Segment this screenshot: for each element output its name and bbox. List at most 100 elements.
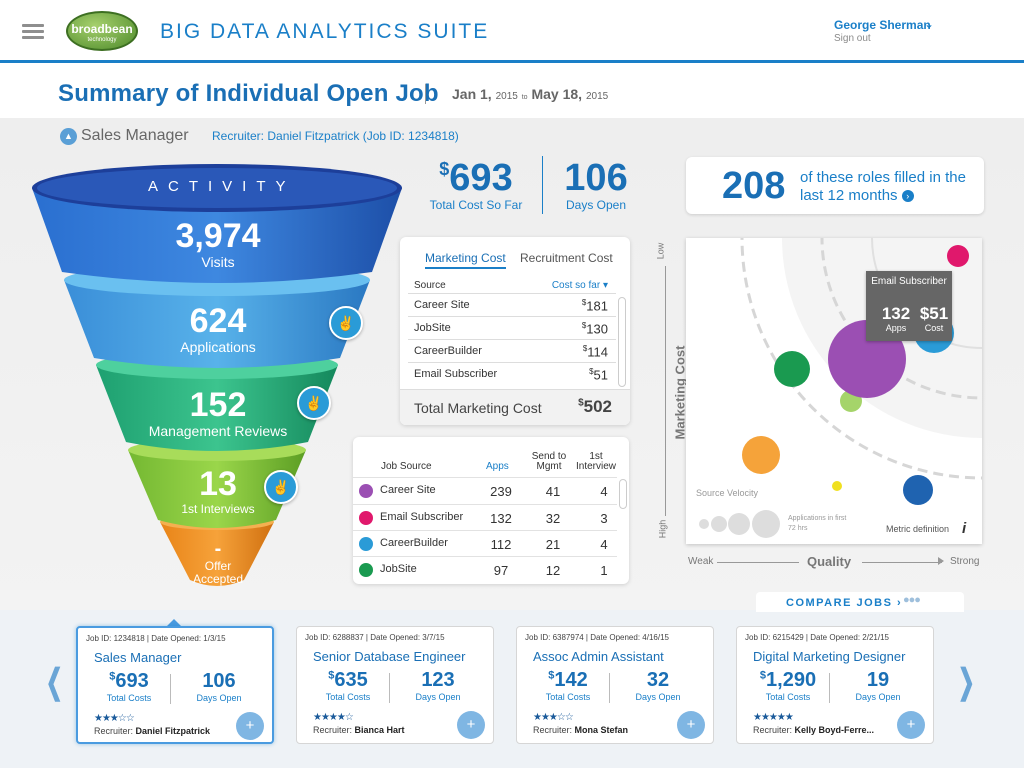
metric-definition-link[interactable]: Metric definition	[886, 524, 950, 534]
x-axis-arrow-icon	[938, 557, 944, 565]
source-row[interactable]: Email Subscriber 132 32 3	[353, 504, 617, 530]
date-range[interactable]: Jan 1, 2015 to May 18, 2015	[452, 86, 609, 102]
x-axis-label: Quality	[807, 554, 852, 569]
source-color-dot	[359, 537, 373, 551]
job-title[interactable]: Sales Manager	[94, 650, 182, 665]
x-axis-line	[862, 562, 942, 563]
source-color-dot	[359, 563, 373, 577]
add-user-icon[interactable]: +	[236, 712, 264, 740]
source-row[interactable]: Career Site 239 41 4	[353, 477, 617, 503]
hamburger-menu-icon[interactable]	[22, 24, 44, 40]
rating-stars: ★★★☆☆	[533, 712, 574, 723]
job-card-selected[interactable]: Job ID: 1234818 | Date Opened: 1/3/15 Sa…	[76, 626, 274, 744]
broadbean-logo: broadbean technology	[66, 11, 138, 51]
legend-source-velocity: Source Velocity	[696, 488, 759, 498]
job-source-card: Job Source Apps Send to Mgmt 1st Intervi…	[353, 437, 629, 584]
info-icon[interactable]: i	[962, 520, 967, 537]
rating-stars: ★★★★★	[753, 712, 794, 723]
header-divider	[0, 60, 1024, 63]
cost-row[interactable]: CareerBuilder $114	[408, 339, 616, 362]
cost-col-source: Source	[414, 280, 446, 291]
handshake-icon[interactable]: ✌	[264, 470, 298, 504]
y-axis-line	[665, 266, 666, 516]
x-axis-low-label: Weak	[688, 556, 714, 567]
rating-stars: ★★★★☆	[313, 712, 354, 723]
roles-filled-text[interactable]: of these roles filled in the last 12 mon…	[800, 169, 966, 204]
prev-arrow-icon[interactable]: ❮	[45, 663, 63, 701]
chevron-right-circle-icon[interactable]: ›	[901, 190, 914, 203]
funnel-stage-visits[interactable]: 3,974 Visits	[175, 217, 261, 270]
tooltip-apps: 132 Apps	[881, 304, 911, 334]
caret-down-icon[interactable]: ▾	[602, 280, 608, 291]
bubble-orange[interactable]	[742, 436, 780, 474]
job-card[interactable]: Job ID: 6387974 | Date Opened: 4/16/15 A…	[516, 626, 714, 744]
bubble-dark-blue[interactable]	[903, 475, 933, 505]
selected-pointer	[166, 619, 182, 627]
cost-row[interactable]: Career Site $181	[408, 293, 616, 316]
add-user-icon[interactable]: +	[457, 711, 485, 739]
roles-filled-card[interactable]	[686, 157, 984, 214]
funnel-stage-applications[interactable]: 624 Applications	[180, 302, 256, 355]
compare-jobs-label[interactable]: COMPARE JOBS ›	[786, 597, 903, 609]
title-divider	[425, 84, 426, 104]
bubble-jobsite[interactable]	[774, 351, 810, 387]
col-apps[interactable]: Apps	[486, 461, 509, 472]
recruiter-info: Recruiter: Daniel Fitzpatrick (Job ID: 1…	[212, 129, 459, 143]
source-scrollbar[interactable]	[619, 479, 627, 509]
add-user-icon[interactable]: +	[897, 711, 925, 739]
legend-bubble	[711, 516, 727, 532]
sign-out-link[interactable]: Sign out	[834, 33, 871, 44]
cost-row[interactable]: JobSite $130	[408, 316, 616, 339]
source-color-dot	[359, 511, 373, 525]
funnel-stage-management-reviews[interactable]: 152 Management Reviews	[148, 386, 288, 439]
app-title: BIG DATA ANALYTICS SUITE	[160, 20, 490, 43]
bubble-yellow[interactable]	[832, 481, 842, 491]
kpi-divider	[542, 156, 543, 214]
cost-row[interactable]: Email Subscriber $51	[408, 362, 616, 385]
cost-total-row: Total Marketing Cost $502	[400, 389, 630, 425]
job-card[interactable]: Job ID: 6215429 | Date Opened: 2/21/15 D…	[736, 626, 934, 744]
total-cost-kpi: $693 Total Cost So Far	[429, 157, 523, 212]
role-icon: ▲	[60, 128, 77, 145]
cost-total-label: Total Marketing Cost	[414, 400, 542, 416]
handshake-icon[interactable]: ✌	[329, 306, 363, 340]
source-row[interactable]: JobSite 97 12 1	[353, 556, 617, 582]
role-title: Sales Manager	[81, 127, 189, 144]
funnel-stage-1st-interviews[interactable]: 13 1st Interviews	[181, 465, 255, 516]
handshake-icon[interactable]: ✌	[297, 386, 331, 420]
source-color-dot	[359, 484, 373, 498]
user-menu[interactable]: George Sherman	[834, 18, 931, 32]
cost-scrollbar[interactable]	[618, 297, 626, 387]
job-title[interactable]: Digital Marketing Designer	[753, 649, 906, 664]
job-card[interactable]: Job ID: 6288837 | Date Opened: 3/7/15 Se…	[296, 626, 494, 744]
tooltip-cost: $51 Cost	[919, 304, 949, 334]
bubble-email-subscriber[interactable]	[947, 245, 969, 267]
col-job-source: Job Source	[381, 461, 432, 472]
bubble-tooltip: Email Subscriber 132 Apps $51 Cost	[866, 271, 952, 341]
people-icon[interactable]: ●●●	[903, 594, 921, 606]
tooltip-title: Email Subscriber	[871, 276, 947, 287]
compare-jobs-tab[interactable]	[756, 592, 964, 612]
legend-bubble	[752, 510, 780, 538]
job-title[interactable]: Senior Database Engineer	[313, 649, 466, 664]
legend-applications: Applications in first 72 hrs	[788, 515, 847, 532]
y-axis-low-label: Low	[655, 242, 666, 260]
tab-recruitment-cost[interactable]: Recruitment Cost	[520, 251, 613, 265]
cost-col-sort[interactable]: Cost so far ▾	[551, 280, 608, 291]
cost-total-value: $502	[578, 397, 612, 416]
cost-card: Marketing Cost Recruitment Cost Source C…	[400, 237, 630, 425]
page-title: Summary of Individual Open Job	[58, 80, 439, 107]
legend-bubble	[699, 519, 709, 529]
next-arrow-icon[interactable]: ❯	[957, 663, 975, 701]
chevron-down-icon[interactable]: ⌄	[924, 17, 935, 31]
x-axis-line	[717, 562, 799, 563]
col-1st-interview[interactable]: 1st Interview	[575, 451, 616, 472]
col-send-to-mgmt[interactable]: Send to Mgmt	[531, 451, 567, 472]
add-user-icon[interactable]: +	[677, 711, 705, 739]
funnel-stage-offer-accepted[interactable]: - Offer Accepted	[192, 538, 244, 586]
source-row[interactable]: CareerBuilder 112 21 4	[353, 530, 617, 556]
y-axis-high-label: High	[657, 519, 668, 539]
tab-marketing-cost[interactable]: Marketing Cost	[425, 251, 506, 269]
job-title[interactable]: Assoc Admin Assistant	[533, 649, 664, 664]
days-open-kpi: 106 Days Open	[564, 157, 628, 212]
